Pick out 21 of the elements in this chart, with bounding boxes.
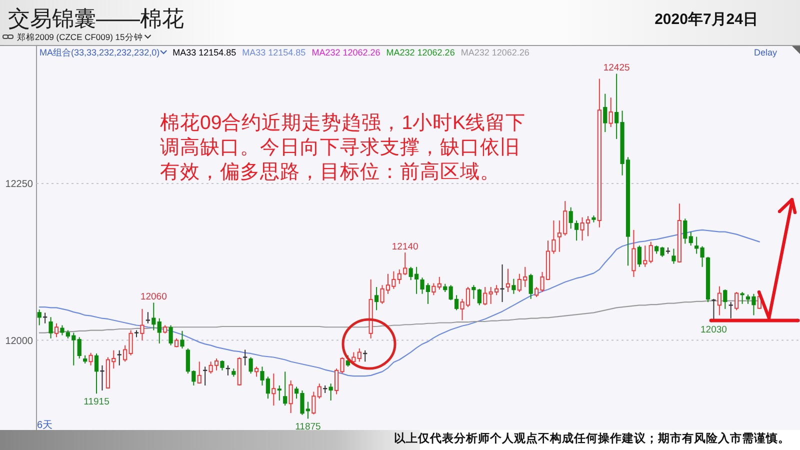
- annotation: 郑棉2009 (CZCE CF009) 15分钟: [17, 32, 143, 42]
- annotation: 以上仅代表分析师个人观点不构成任何操作建议；期市有风险入市需谨慎。: [394, 433, 790, 445]
- y-tick-label: 12250: [5, 179, 33, 190]
- data-label: 12030: [700, 324, 727, 336]
- data-label: 12425: [603, 62, 630, 74]
- legend-item: MA33 12154.85: [242, 48, 306, 58]
- legend-item: MA33 12154.85: [172, 48, 236, 58]
- data-label: 12140: [392, 242, 418, 252]
- annotation: Delay: [754, 48, 777, 58]
- data-label: 11915: [84, 396, 110, 408]
- y-tick-label: 12000: [5, 336, 33, 347]
- xlabel: 6天: [37, 420, 53, 431]
- legend-item: MA232 12062.26: [312, 48, 380, 58]
- annotation: 棉花09合约近期走势趋强，1小时K线留下调高缺口。今日向下寻求支撑，缺口依旧有效，偏多思路，目标位：前高区域。: [160, 112, 526, 183]
- title: 交易锦囊——棉花: [8, 6, 184, 31]
- subtitle: 2020年7月24日: [654, 11, 758, 28]
- data-label: 12060: [140, 292, 167, 303]
- legend-item: MA232 12062.26: [460, 48, 530, 58]
- legend-title: MA组合(33,33,232,232,232,0): [40, 48, 160, 58]
- legend-item: MA232 12062.26: [386, 48, 455, 58]
- data-label: 11875: [295, 422, 321, 433]
